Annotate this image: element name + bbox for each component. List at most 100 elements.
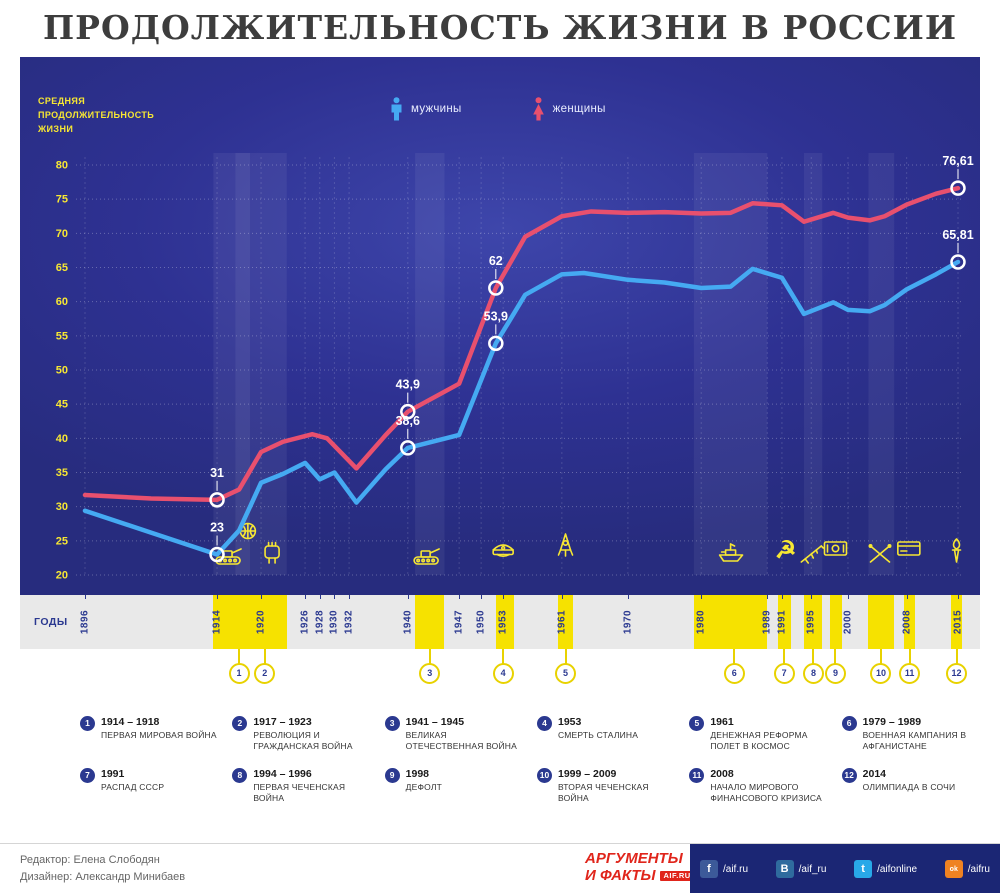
event-number: 5 xyxy=(689,716,705,731)
social-link-facebook[interactable]: f/aif.ru xyxy=(700,860,748,878)
year-tick xyxy=(334,595,336,599)
event-band xyxy=(803,595,823,649)
event-description: ВЕЛИКАЯ ОТЕЧЕСТВЕННАЯ ВОЙНА xyxy=(405,730,518,752)
year-label: 1980 xyxy=(695,609,707,635)
data-point-marker xyxy=(400,440,416,456)
event-number-badge: 12 xyxy=(946,663,968,684)
year-tick xyxy=(627,595,629,599)
year-label: 1928 xyxy=(314,609,326,635)
event-number-badge: 1 xyxy=(228,663,250,684)
event-number: 10 xyxy=(536,768,552,784)
event-number: 3 xyxy=(384,716,400,731)
callout-stem xyxy=(955,649,958,664)
event-item: 5 1961 ДЕНЕЖНАЯ РЕФОРМА ПОЛЕТ В КОСМОС xyxy=(689,716,829,752)
x-axis-strip: ГОДЫ 1896 1914 1920 1926 1928 1930 1932 1940 194… xyxy=(20,595,980,649)
year-tick xyxy=(481,595,483,599)
year-tick xyxy=(958,595,959,599)
year-tick xyxy=(561,595,563,599)
event-description: НАЧАЛО МИРОВОГО ФИНАНСОВОГО КРИЗИСА xyxy=(710,782,822,804)
event-years: 1994 – 1996 xyxy=(253,768,312,781)
rifle-icon xyxy=(800,545,825,564)
event-item: 8 1994 – 1996 ПЕРВАЯ ЧЕЧЕНСКАЯ ВОЙНА xyxy=(232,768,372,804)
torch-icon xyxy=(951,538,962,563)
year-label: 1930 xyxy=(328,609,340,635)
year-tick xyxy=(305,595,307,599)
event-number: 4 xyxy=(536,716,552,731)
event-number-badge: 4 xyxy=(492,663,514,684)
banknote-icon xyxy=(823,541,848,556)
y-tick-label: 60 xyxy=(56,296,68,308)
year-label: 2000 xyxy=(842,609,854,635)
social-link-odnoklassniki[interactable]: ok/aifru xyxy=(944,860,990,878)
data-point-label: 53,9 xyxy=(484,309,508,323)
y-tick-label: 80 xyxy=(56,160,68,172)
event-item: 11 2008 НАЧАЛО МИРОВОГО ФИНАНСОВОГО КРИЗИС… xyxy=(689,768,829,804)
y-tick-label: 20 xyxy=(56,570,68,582)
event-shade-band xyxy=(803,153,823,575)
y-tick-label: 25 xyxy=(56,535,68,547)
event-item: 4 1953 СМЕРТЬ СТАЛИНА xyxy=(536,716,677,752)
event-callouts: 1 2 3 4 5 6 7 8 9 10 11 12 xyxy=(20,649,980,697)
fist-icon xyxy=(264,541,280,564)
credits: Редактор: Елена Слободян Дизайнер: Алекс… xyxy=(20,852,185,885)
event-description: РАСПАД СССР xyxy=(101,782,165,793)
y-tick-label: 40 xyxy=(56,433,68,445)
year-label: 1926 xyxy=(299,609,311,635)
vk-icon: В xyxy=(775,860,794,878)
event-shade-band xyxy=(235,153,287,575)
events-legend: 1 1914 – 1918 ПЕРВАЯ МИРОВАЯ ВОЙНА 2 1917 – … xyxy=(80,716,982,804)
event-item: 12 2014 ОЛИМПИАДА В СОЧИ xyxy=(841,768,982,804)
hammer-sickle-icon: ☭ xyxy=(775,537,797,564)
y-tick-label: 45 xyxy=(56,399,68,411)
social-link-twitter[interactable]: t/aifonline xyxy=(854,860,917,878)
life-expectancy-chart: 20 25 30 35 40 45 50 55 60 65 70 75 80 ☭ 31 23 43,9 38,6 6… xyxy=(56,153,974,582)
event-description: ДЕНЕЖНАЯ РЕФОРМА ПОЛЕТ В КОСМОС xyxy=(710,730,808,752)
event-description: ОЛИМПИАДА В СОЧИ xyxy=(862,782,956,793)
event-item: 2 1917 – 1923 РЕВОЛЮЦИЯ И ГРАЖДАНСКАЯ ВОЙН… xyxy=(232,716,372,752)
year-label: 1961 xyxy=(556,609,568,635)
event-number-badge: 2 xyxy=(254,663,276,684)
year-tick xyxy=(811,595,813,599)
callout-stem xyxy=(908,649,911,664)
facebook-icon: f xyxy=(700,860,718,878)
callout-stem xyxy=(238,649,241,664)
event-years: 1999 – 2009 xyxy=(557,768,617,781)
data-point-label: 38,6 xyxy=(396,414,420,428)
year-label: 1920 xyxy=(255,609,267,635)
social-handle: /aif.ru xyxy=(723,863,749,875)
chart-legend: мужчины женщины xyxy=(390,97,606,121)
data-point-marker xyxy=(950,254,966,270)
y-tick-label: 70 xyxy=(56,228,68,240)
year-label: 1970 xyxy=(622,609,634,635)
y-tick-label: 50 xyxy=(56,365,68,377)
year-tick xyxy=(459,595,461,599)
event-years: 1961 xyxy=(710,716,734,728)
data-point-marker xyxy=(950,180,966,196)
event-years: 1998 xyxy=(405,768,430,781)
event-item: 9 1998 ДЕФОЛТ xyxy=(384,768,525,804)
tank-icon xyxy=(215,548,242,565)
event-number-badge: 6 xyxy=(723,663,745,684)
year-label: 2015 xyxy=(952,609,964,635)
legend-item-men: мужчины xyxy=(390,97,462,121)
year-tick xyxy=(85,595,86,599)
event-item: 3 1941 – 1945 ВЕЛИКАЯ ОТЕЧЕСТВЕННАЯ ВОЙНА xyxy=(384,716,525,752)
year-tick xyxy=(781,595,783,599)
year-tick xyxy=(906,595,908,599)
page-title: ПРОДОЛЖИТЕЛЬНОСТЬ ЖИЗНИ В РОССИИ xyxy=(42,8,957,47)
twitter-icon: t xyxy=(854,860,873,878)
event-description: ВОЕННАЯ КАМПАНИЯ В АФГАНИСТАНЕ xyxy=(862,730,967,752)
social-handle: /aifru xyxy=(967,863,990,875)
woman-icon xyxy=(532,97,544,121)
data-point-marker xyxy=(209,492,225,508)
callout-stem xyxy=(263,649,266,664)
event-number-badge: 9 xyxy=(824,663,846,684)
globe-icon xyxy=(239,522,257,540)
callout-stem xyxy=(879,649,882,664)
event-number-badge: 3 xyxy=(419,663,441,684)
y-tick-label: 75 xyxy=(56,194,68,206)
event-years: 1953 xyxy=(557,716,582,728)
event-shade-band xyxy=(693,153,768,575)
social-link-vk[interactable]: В/aif_ru xyxy=(775,860,826,878)
